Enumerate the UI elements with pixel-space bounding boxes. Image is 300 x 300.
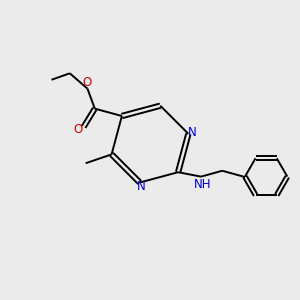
Text: O: O [82, 76, 92, 88]
Text: N: N [137, 180, 146, 193]
Text: NH: NH [194, 178, 211, 191]
Text: N: N [188, 126, 197, 139]
Text: O: O [74, 123, 83, 136]
